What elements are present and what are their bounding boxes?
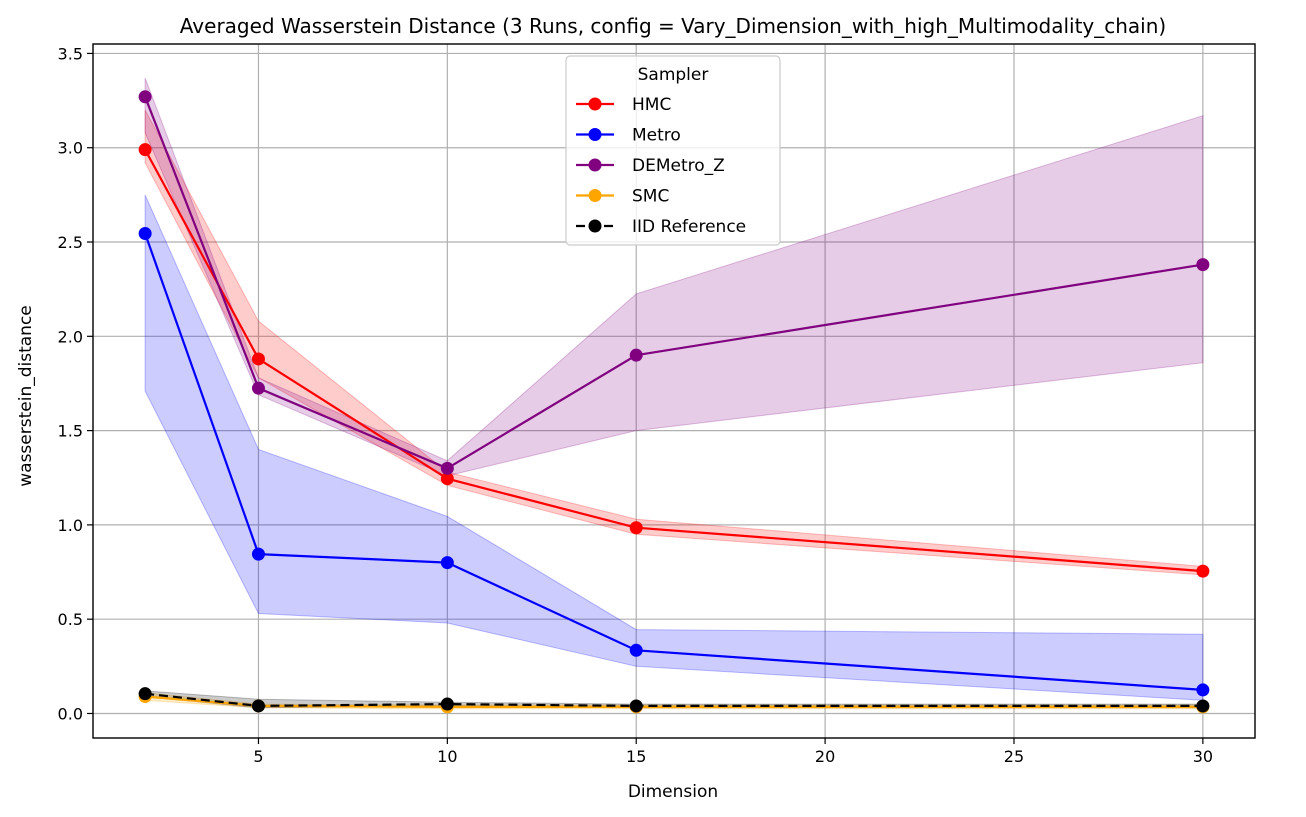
- point-iid-reference: [1196, 699, 1210, 713]
- point-iid-reference: [138, 687, 152, 701]
- legend-entry-hmc: HMC: [576, 95, 671, 115]
- y-tick-label: 0.0: [58, 704, 83, 723]
- y-tick-label: 2.5: [58, 233, 83, 252]
- point-metro: [251, 547, 265, 561]
- x-tick-label: 5: [253, 747, 263, 766]
- point-hmc: [251, 352, 265, 366]
- x-tick-label: 15: [626, 747, 646, 766]
- y-tick-label: 1.0: [58, 516, 83, 535]
- point-metro: [1196, 683, 1210, 697]
- legend-label: HMC: [632, 95, 671, 115]
- point-demetro-z: [629, 348, 643, 362]
- y-tick-label: 3.0: [58, 139, 83, 158]
- legend-swatch-marker: [588, 219, 602, 233]
- y-tick-label: 0.5: [58, 610, 83, 629]
- legend-label: IID Reference: [632, 217, 746, 237]
- legend-swatch-marker: [588, 158, 602, 172]
- point-demetro-z: [138, 90, 152, 104]
- point-hmc: [440, 472, 454, 486]
- plot-frame: [92, 43, 1256, 739]
- chart-title: Averaged Wasserstein Distance (3 Runs, c…: [180, 14, 1166, 38]
- x-tick-label: 25: [1004, 747, 1024, 766]
- point-iid-reference: [251, 699, 265, 713]
- point-demetro-z: [251, 381, 265, 395]
- point-iid-reference: [629, 699, 643, 713]
- x-axis: 5 10 15 20 25 30: [253, 738, 1213, 766]
- series-markers: [138, 90, 1210, 714]
- point-iid-reference: [440, 697, 454, 711]
- point-demetro-z: [440, 461, 454, 475]
- legend-swatch-marker: [588, 189, 602, 202]
- point-demetro-z: [1196, 258, 1210, 272]
- legend-entry-metro: Metro: [576, 126, 681, 146]
- point-metro: [440, 556, 454, 570]
- x-tick-label: 30: [1193, 747, 1213, 766]
- legend-title: Sampler: [638, 65, 709, 85]
- legend-swatch-marker: [588, 128, 602, 141]
- band-demetro-z: [144, 77, 1204, 477]
- legend: Sampler HMC Metro DEMetro_Z SMC IID Referenc…: [565, 55, 781, 246]
- y-tick-label: 1.5: [58, 422, 83, 441]
- point-hmc: [138, 143, 152, 157]
- legend-label: SMC: [632, 187, 669, 207]
- y-tick-label: 3.5: [58, 44, 83, 63]
- legend-label: DEMetro_Z: [632, 156, 725, 176]
- legend-entries: HMC Metro DEMetro_Z SMC IID Reference: [576, 95, 746, 237]
- x-tick-label: 20: [815, 747, 835, 766]
- point-hmc: [1196, 564, 1210, 578]
- legend-entry-smc: SMC: [576, 187, 669, 207]
- y-axis: 0.0 0.5 1.0 1.5 2.0 2.5 3.0 3.5: [58, 44, 93, 723]
- legend-box: [565, 55, 781, 246]
- legend-entry-demetro-z: DEMetro_Z: [576, 156, 725, 176]
- legend-label: Metro: [632, 126, 681, 146]
- y-tick-label: 2.0: [58, 327, 83, 346]
- y-axis-label: wasserstein_distance: [16, 305, 36, 487]
- x-tick-label: 10: [437, 747, 457, 766]
- x-axis-label: Dimension: [628, 782, 718, 802]
- legend-swatch-marker: [588, 97, 602, 111]
- point-metro: [629, 643, 643, 657]
- legend-entry-iid-reference: IID Reference: [576, 217, 746, 237]
- point-metro: [138, 227, 152, 241]
- point-hmc: [629, 521, 643, 535]
